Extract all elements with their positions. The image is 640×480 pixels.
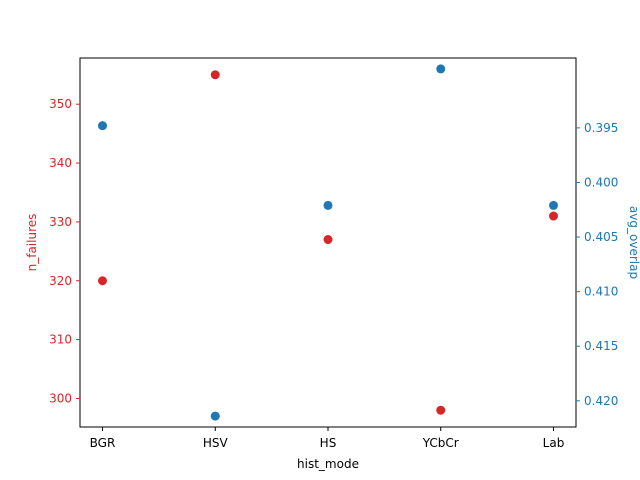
left-tick-label: 320 xyxy=(49,274,72,288)
left-tick-label: 310 xyxy=(49,333,72,347)
data-point-avg_overlap xyxy=(323,200,333,210)
right-tick-label: 0.405 xyxy=(584,230,618,244)
data-point-n_failures xyxy=(436,405,446,415)
left-tick-label: 340 xyxy=(49,156,72,170)
right-tick-label: 0.400 xyxy=(584,175,618,189)
right-tick-label: 0.395 xyxy=(584,121,618,135)
data-points xyxy=(98,64,558,421)
x-tick-label: Lab xyxy=(543,436,565,450)
x-axis-ticks: BGR HSV HS YCbCr Lab xyxy=(90,427,565,450)
data-point-avg_overlap xyxy=(436,64,446,74)
left-axis-ticks: 300 310 320 330 340 350 xyxy=(49,97,80,405)
left-tick-label: 350 xyxy=(49,97,72,111)
right-tick-label: 0.420 xyxy=(584,394,618,408)
right-axis-label: avg_overlap xyxy=(627,206,640,279)
right-tick-label: 0.410 xyxy=(584,285,618,299)
x-tick-label: BGR xyxy=(90,436,116,450)
data-point-avg_overlap xyxy=(210,411,220,421)
left-tick-label: 330 xyxy=(49,215,72,229)
right-tick-label: 0.415 xyxy=(584,339,618,353)
x-tick-label: HS xyxy=(320,436,337,450)
right-axis-ticks: 0.395 0.400 0.405 0.410 0.415 0.420 xyxy=(576,121,618,408)
data-point-n_failures xyxy=(98,276,107,286)
data-point-avg_overlap xyxy=(98,121,107,131)
x-tick-label: HSV xyxy=(203,436,229,450)
data-point-n_failures xyxy=(210,70,220,80)
x-tick-label: YCbCr xyxy=(422,436,459,450)
data-point-n_failures xyxy=(323,235,333,245)
data-point-n_failures xyxy=(549,211,558,221)
x-axis-label: hist_mode xyxy=(297,457,359,471)
data-point-avg_overlap xyxy=(549,200,558,210)
left-tick-label: 300 xyxy=(49,391,72,405)
left-axis-label: n_failures xyxy=(25,214,39,272)
